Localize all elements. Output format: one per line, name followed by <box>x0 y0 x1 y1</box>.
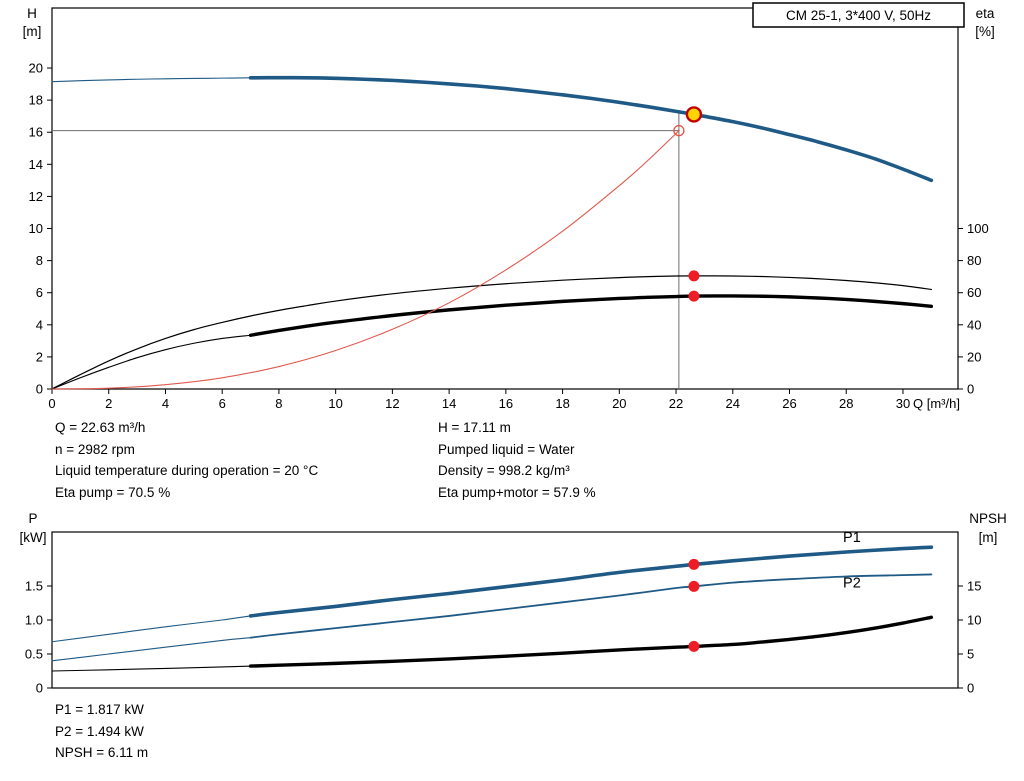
info-eta-pump: Eta pump = 70.5 % <box>55 485 171 501</box>
curve-eta-pump-motor <box>248 294 934 337</box>
x-tick-label: 0 <box>48 396 55 411</box>
y-right-tick-label: 60 <box>967 285 981 300</box>
plot-frame <box>51 7 959 390</box>
y-left-tick-label: 2 <box>36 349 43 364</box>
x-tick-label: 16 <box>499 396 513 411</box>
curve-system-curve <box>51 129 680 390</box>
y-left-tick-label: 0.5 <box>25 646 43 661</box>
y-right-tick-label: 80 <box>967 253 981 268</box>
x-tick-label: 24 <box>726 396 740 411</box>
info-head: H = 17.11 m <box>438 420 511 435</box>
y-right-tick-label: 0 <box>967 382 974 397</box>
info-npsh: NPSH = 6.11 m <box>55 745 149 761</box>
info-pumped-liquid: Pumped liquid = Water <box>438 441 575 457</box>
x-tick-label: 18 <box>555 396 569 411</box>
curve-npsh <box>248 615 934 668</box>
y-left-tick-label: 0 <box>36 681 43 696</box>
y-right-tick-label: 0 <box>967 681 974 696</box>
info-speed: n = 2982 rpm <box>55 441 135 457</box>
y-left-axis-unit: [kW] <box>20 530 47 545</box>
y-right-axis-title: eta <box>976 6 995 21</box>
info-density: Density = 998.2 kg/m³ <box>438 463 570 479</box>
info-liquid-temperature: Liquid temperature during operation = 20… <box>55 463 319 479</box>
y-left-tick-label: 14 <box>29 157 43 172</box>
y-left-axis-unit: [m] <box>23 24 42 39</box>
curve-eta-pump <box>51 275 932 390</box>
curve-head <box>248 75 934 183</box>
y-left-tick-label: 12 <box>29 189 43 204</box>
chart-title-box <box>752 2 965 28</box>
y-right-tick-label: 20 <box>967 349 981 364</box>
x-tick-label: 20 <box>612 396 626 411</box>
curve-label-P2: P2 <box>843 576 861 592</box>
power-npsh-chart: 0 0.5 1.0 1.5 0 5 10 15 P1 P2 P [kW] NPSH [m] <box>20 511 1007 696</box>
info-eta-pump-motor: Eta pump+motor = 57.9 % <box>438 485 596 501</box>
marker-p2-duty <box>688 580 700 592</box>
x-tick-label: 28 <box>839 396 853 411</box>
x-tick-label: 30 <box>896 396 910 411</box>
x-tick-label: 8 <box>275 396 282 411</box>
curve-p2 <box>249 573 933 639</box>
y-left-axis-title: P <box>28 511 37 526</box>
curve-head-low-flow <box>51 77 269 83</box>
y-left-tick-label: 16 <box>29 125 43 140</box>
y-right-axis-unit: [%] <box>975 24 995 39</box>
y-left-tick-label: 18 <box>29 93 43 108</box>
curve-eta-pump-motor-low-flow <box>51 334 252 390</box>
chart-title: CM 25-1, 3*400 V, 50Hz <box>786 8 931 23</box>
y-left-tick-label: 20 <box>29 61 43 76</box>
curve-p2-low-flow <box>51 637 252 662</box>
x-tick-label: 4 <box>162 396 169 411</box>
curve-npsh-low-flow <box>51 665 269 672</box>
y-left-tick-label: 8 <box>36 253 43 268</box>
duty-info-right: H = 17.11 m Pumped liquid = Water Densit… <box>438 417 596 504</box>
marker-requested-duty-point <box>673 124 685 137</box>
y-right-tick-label: 5 <box>967 646 974 661</box>
curve-p1 <box>248 545 934 618</box>
y-left-tick-label: 1.5 <box>25 578 43 593</box>
y-right-axis-title: NPSH <box>969 511 1007 526</box>
x-axis-title: Q [m³/h] <box>913 396 960 411</box>
curve-label-P1: P1 <box>843 530 861 546</box>
curve-p1-low-flow <box>51 613 269 643</box>
info-p1: P1 = 1.817 kW <box>55 702 144 717</box>
y-left-tick-label: 10 <box>29 221 43 236</box>
info-p2: P2 = 1.494 kW <box>55 723 144 739</box>
y-left-tick-label: 0 <box>36 382 43 397</box>
x-tick-label: 14 <box>442 396 456 411</box>
y-left-tick-label: 6 <box>36 285 43 300</box>
y-right-axis-unit: [m] <box>979 530 998 545</box>
marker-duty-point <box>685 106 703 123</box>
y-right-tick-label: 15 <box>967 578 981 593</box>
y-left-axis-title: H <box>27 6 37 21</box>
y-right-tick-label: 100 <box>967 221 989 236</box>
x-tick-label: 22 <box>669 396 683 411</box>
y-right-tick-label: 10 <box>967 612 981 627</box>
duty-info-left: Q = 22.63 m³/h n = 2982 rpm Liquid tempe… <box>55 417 318 504</box>
marker-eta-pump-motor-duty <box>688 290 700 302</box>
x-tick-label: 10 <box>328 396 342 411</box>
x-tick-label: 26 <box>782 396 796 411</box>
marker-p1-duty <box>688 558 700 570</box>
power-npsh-info: P1 = 1.817 kW P2 = 1.494 kW NPSH = 6.11 … <box>55 699 148 764</box>
plot-frame <box>51 531 959 689</box>
x-tick-label: 12 <box>385 396 399 411</box>
info-flow: Q = 22.63 m³/h <box>55 420 146 435</box>
x-tick-label: 6 <box>219 396 226 411</box>
x-tick-label: 2 <box>105 396 112 411</box>
marker-eta-pump-duty <box>688 270 700 282</box>
head-efficiency-chart: 0 2 4 6 8 10 12 14 16 18 20 22 24 26 28 300246810121416… <box>23 2 995 411</box>
y-left-tick-label: 1.0 <box>25 612 43 627</box>
y-left-tick-label: 4 <box>36 317 43 332</box>
y-right-tick-label: 40 <box>967 317 981 332</box>
marker-npsh-duty <box>688 640 700 652</box>
